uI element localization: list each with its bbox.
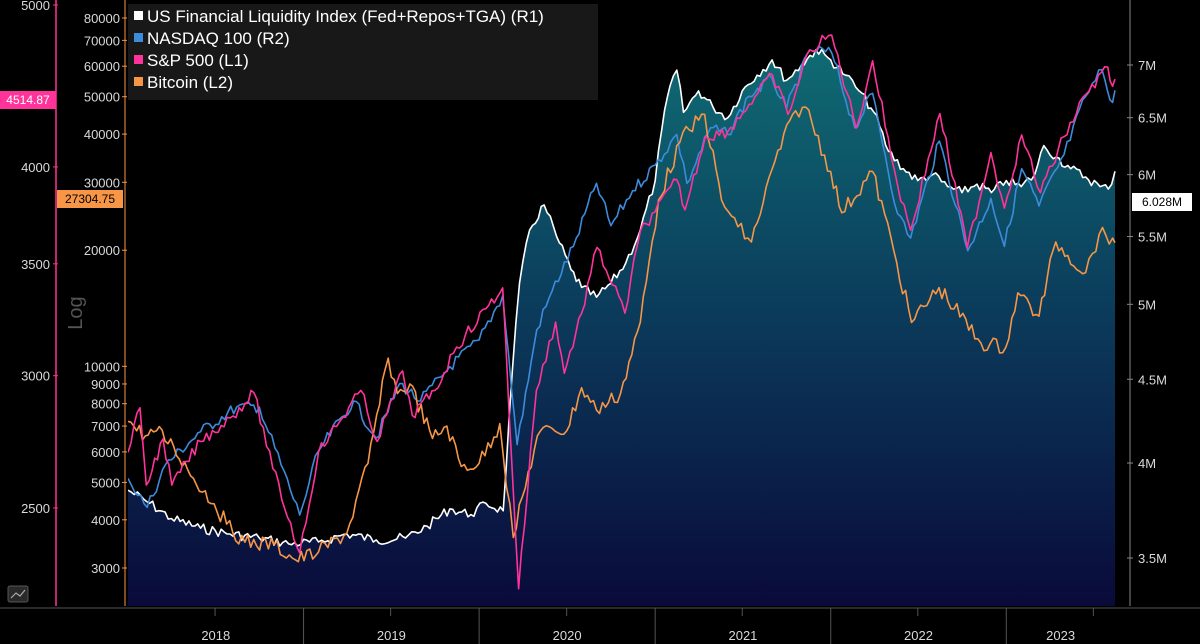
x-tick-label: 2023: [1046, 628, 1075, 643]
l2-tick-label: 10000: [84, 359, 120, 374]
series-line-sp500[interactable]: [128, 34, 1116, 590]
l1-tick-label: 4000: [21, 160, 50, 175]
x-tick-label: 2019: [377, 628, 406, 643]
r1-tick-label: 5.5M: [1138, 230, 1167, 245]
r1-tick-label: 6.5M: [1138, 111, 1167, 126]
badge-sp500: 4514.87: [0, 91, 56, 109]
r1-tick-label: 4M: [1138, 456, 1156, 471]
r1-tick-label: 7M: [1138, 58, 1156, 73]
badge-sp500-value: 4514.87: [6, 93, 50, 107]
l2-tick-label: 4000: [91, 513, 120, 528]
l2-tick-label: 5000: [91, 475, 120, 490]
l2-tick-label: 3000: [91, 561, 120, 576]
series-line-nasdaq[interactable]: [128, 45, 1116, 516]
x-tick-label: 2020: [553, 628, 582, 643]
l2-tick-label: 50000: [84, 90, 120, 105]
legend-item-bitcoin[interactable]: Bitcoin (L2): [134, 73, 233, 92]
l1-tick-label: 3000: [21, 369, 50, 384]
legend-label-liquidity: US Financial Liquidity Index (Fed+Repos+…: [147, 7, 544, 26]
r1-tick-label: 3.5M: [1138, 551, 1167, 566]
series-line-bitcoin[interactable]: [128, 106, 1116, 563]
x-tick-label: 2018: [201, 628, 230, 643]
l1-tick-label: 3500: [21, 257, 50, 272]
badge-bitcoin-value: 27304.75: [65, 192, 115, 206]
legend-swatch-liquidity: [134, 11, 143, 20]
legend-item-liquidity[interactable]: US Financial Liquidity Index (Fed+Repos+…: [134, 7, 544, 26]
legend-swatch-sp500: [134, 55, 143, 64]
l1-tick-label: 2500: [21, 501, 50, 516]
x-tick-label: 2021: [728, 628, 757, 643]
legend-swatch-nasdaq: [134, 33, 143, 42]
badge-bitcoin: 27304.75: [57, 190, 123, 208]
l2-tick-label: 30000: [84, 175, 120, 190]
l2-tick-label: 80000: [84, 11, 120, 26]
legend-label-sp500: S&P 500 (L1): [147, 51, 249, 70]
badge-liquidity-value: 6.028M: [1142, 195, 1182, 209]
l2-tick-label: 70000: [84, 33, 120, 48]
l2-tick-label: 60000: [84, 59, 120, 74]
r1-tick-label: 6M: [1138, 168, 1156, 183]
legend-item-sp500[interactable]: S&P 500 (L1): [134, 51, 249, 70]
l1-tick-label: 5000: [21, 0, 50, 13]
scale-label: Log: [65, 296, 87, 329]
l2-tick-label: 9000: [91, 377, 120, 392]
legend-label-bitcoin: Bitcoin (L2): [147, 73, 233, 92]
legend-item-nasdaq[interactable]: NASDAQ 100 (R2): [134, 29, 290, 48]
legend-swatch-bitcoin: [134, 77, 143, 86]
r1-tick-label: 4.5M: [1138, 372, 1167, 387]
series-area-liquidity: [128, 49, 1115, 606]
axis-layer: 5000 4000 3500 3000 2500 80000 70000 60000 50000…: [21, 0, 1167, 644]
l2-tick-label: 7000: [91, 419, 120, 434]
badge-liquidity: 6.028M: [1132, 193, 1192, 211]
l2-tick-label: 40000: [84, 127, 120, 142]
chart-type-icon[interactable]: [7, 585, 29, 603]
x-tick-label: 2022: [904, 628, 933, 643]
l2-tick-label: 6000: [91, 445, 120, 460]
legend: US Financial Liquidity Index (Fed+Repos+…: [128, 4, 598, 100]
legend-label-nasdaq: NASDAQ 100 (R2): [147, 29, 290, 48]
l2-tick-label: 8000: [91, 397, 120, 412]
series-layer: [128, 34, 1116, 606]
r1-tick-label: 5M: [1138, 297, 1156, 312]
l2-tick-label: 20000: [84, 243, 120, 258]
